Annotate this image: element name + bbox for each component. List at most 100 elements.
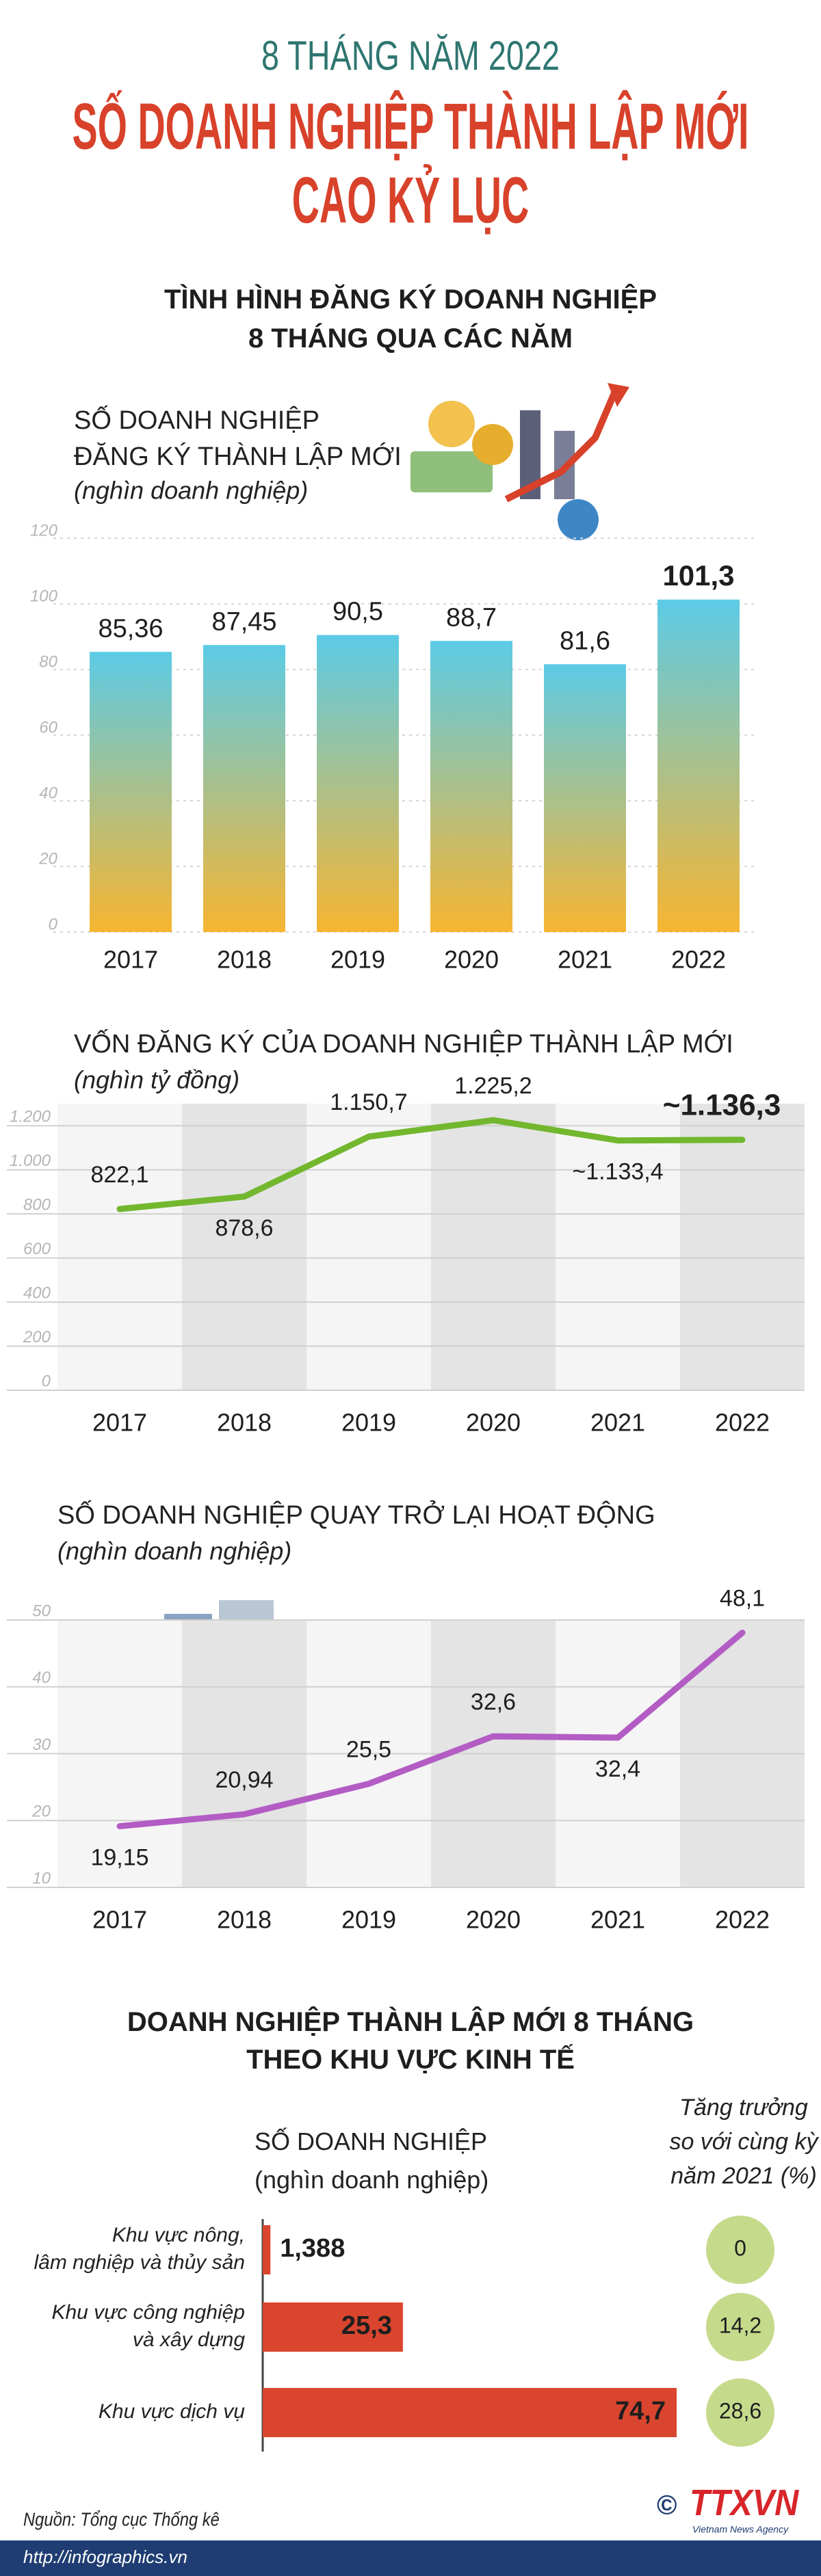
x-tick-label: 2021 <box>590 1409 645 1437</box>
value-label: 1,388 <box>280 2234 345 2263</box>
growth-label: 0 <box>734 2235 746 2260</box>
value-label: 32,4 <box>595 1756 640 1782</box>
category-label: Khu vực nông, lâm nghiệp và thủy sản <box>34 2224 245 2274</box>
value-label: 25,3 <box>341 2311 392 2340</box>
y-tick-label: 600 <box>23 1240 51 1258</box>
y-tick-label: 100 <box>30 587 58 605</box>
chart-subtitle: (nghìn tỷ đồng) <box>74 1066 239 1094</box>
value-label: 32,6 <box>471 1689 516 1715</box>
category-label: Khu vực công nghiệp và xây dựng <box>51 2301 245 2351</box>
line <box>116 1630 746 1830</box>
x-tick-label: 2018 <box>217 1906 272 1934</box>
y-tick-label: 40 <box>32 1669 51 1687</box>
y-tick-label: 80 <box>39 652 57 671</box>
y-tick-label: 50 <box>32 1602 51 1620</box>
value-label: 87,45 <box>211 607 276 636</box>
logo: TTXVN <box>690 2482 799 2523</box>
url: http://infographics.vn <box>23 2547 187 2567</box>
y-tick-label: 20 <box>38 849 57 868</box>
value-label: 1.150,7 <box>330 1089 407 1115</box>
value-label: 85,36 <box>98 614 163 643</box>
value-label: 101,3 <box>662 559 734 592</box>
bar <box>544 664 626 932</box>
x-tick-label: 2018 <box>217 946 272 974</box>
x-tick-label: 2017 <box>92 1906 147 1934</box>
footer-band <box>0 2540 821 2576</box>
chart-title: DOANH NGHIỆP THÀNH LẬP MỚI 8 THÁNG THEO K… <box>127 2006 694 2075</box>
bar <box>657 599 740 932</box>
y-tick-label: 1.000 <box>10 1152 51 1170</box>
chart-subtitle: (nghìn doanh nghiệp) <box>57 1537 291 1565</box>
chart-title: VỐN ĐĂNG KÝ CỦA DOANH NGHIỆP THÀNH LẬP M… <box>74 1028 733 1059</box>
bar <box>263 2302 403 2352</box>
y-tick-label: 60 <box>39 718 57 736</box>
y-tick-label: 120 <box>30 521 58 540</box>
y-tick-label: 0 <box>49 915 58 933</box>
main-title: SỐ DOANH NGHIỆP THÀNH LẬP MỚI CAO KỶ LỤC <box>73 90 749 237</box>
x-tick-label: 2018 <box>217 1409 272 1437</box>
x-tick-label: 2021 <box>558 946 612 974</box>
x-tick-label: 2017 <box>92 1409 147 1437</box>
y-tick-label: 0 <box>42 1372 51 1390</box>
value-label: 19,15 <box>90 1845 148 1871</box>
illustration-finance <box>410 383 629 540</box>
value-label: 822,1 <box>90 1162 148 1188</box>
value-label: 81,6 <box>560 626 610 655</box>
growth-label: 28,6 <box>719 2398 761 2423</box>
growth-circle <box>706 2216 774 2284</box>
bar <box>317 635 399 932</box>
growth-title: Tăng trưởng so với cùng kỳ năm 2021 (%) <box>669 2095 819 2189</box>
x-tick-label: 2019 <box>341 1409 396 1437</box>
bar <box>90 652 172 932</box>
line <box>116 1117 746 1212</box>
value-label: 20,94 <box>215 1767 273 1793</box>
y-tick-label: 10 <box>32 1869 51 1887</box>
growth-circle <box>706 2293 774 2361</box>
value-label: 48,1 <box>720 1586 765 1612</box>
bar <box>263 2388 677 2437</box>
y-tick-label: 400 <box>23 1284 51 1302</box>
bar <box>430 641 512 932</box>
y-tick-label: 40 <box>39 784 57 802</box>
value-label: 74,7 <box>615 2397 666 2426</box>
column-band <box>431 1104 556 1390</box>
x-tick-label: 2020 <box>466 1906 521 1934</box>
x-tick-label: 2022 <box>715 1409 770 1437</box>
value-label: ~1.136,3 <box>663 1088 781 1121</box>
bar <box>203 645 285 932</box>
bar <box>263 2225 271 2274</box>
growth-circle <box>706 2378 774 2447</box>
section-heading: TÌNH HÌNH ĐĂNG KÝ DOANH NGHIỆP 8 THÁNG QU… <box>164 283 657 354</box>
value-label: 88,7 <box>446 603 497 632</box>
y-tick-label: 30 <box>32 1736 51 1754</box>
chart-subtitle: (nghìn doanh nghiệp) <box>74 477 308 505</box>
growth-label: 14,2 <box>719 2313 761 2337</box>
source: Nguồn: Tổng cục Thống kê <box>23 2508 220 2530</box>
value-label: 25,5 <box>346 1736 391 1762</box>
x-tick-label: 2020 <box>466 1409 521 1437</box>
x-tick-label: 2022 <box>671 946 726 974</box>
copyright: © <box>657 2491 677 2521</box>
value-label: 90,5 <box>333 598 383 626</box>
y-tick-label: 800 <box>23 1195 51 1214</box>
y-tick-label: 1.200 <box>10 1108 51 1126</box>
column-band <box>680 1104 805 1390</box>
column-band <box>182 1104 307 1390</box>
x-tick-label: 2022 <box>715 1906 770 1934</box>
x-tick-label: 2017 <box>103 946 158 974</box>
chart-subtitle: SỐ DOANH NGHIỆP (nghìn doanh nghiệp) <box>255 2127 488 2194</box>
x-tick-label: 2020 <box>444 946 499 974</box>
x-tick-label: 2019 <box>330 946 385 974</box>
chart-title: SỐ DOANH NGHIỆP QUAY TRỞ LẠI HOẠT ĐỘNG <box>57 1499 655 1530</box>
x-tick-label: 2021 <box>590 1906 645 1934</box>
x-tick-label: 2019 <box>341 1906 396 1934</box>
category-label: Khu vực dịch vụ <box>99 2400 245 2423</box>
logo-subtitle: Vietnam News Agency <box>692 2524 789 2535</box>
kicker: 8 THÁNG NĂM 2022 <box>261 33 560 79</box>
chart-title: SỐ DOANH NGHIỆP ĐĂNG KÝ THÀNH LẬP MỚI <box>74 404 402 471</box>
value-label: 1.225,2 <box>454 1073 532 1099</box>
y-tick-label: 20 <box>31 1803 51 1821</box>
value-label: ~1.133,4 <box>572 1159 663 1185</box>
value-label: 878,6 <box>215 1215 273 1241</box>
